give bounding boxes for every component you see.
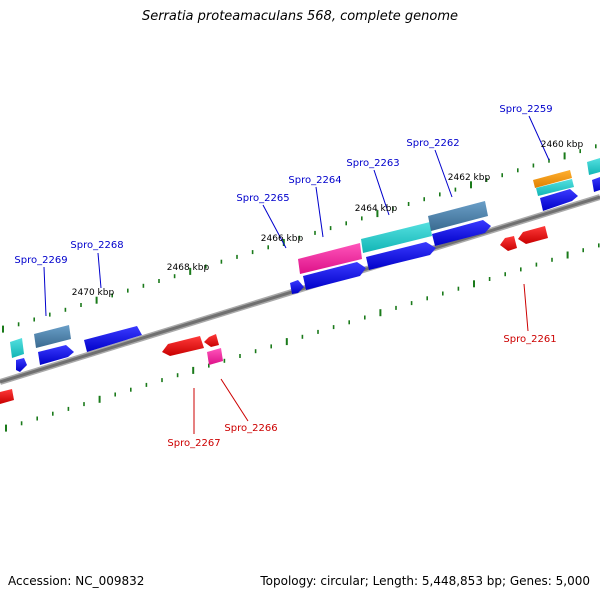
gene-feature-spro-2259[interactable]: [533, 170, 572, 188]
cds-feature[interactable]: [290, 280, 304, 294]
scale-label: 2468 kbp: [167, 263, 210, 273]
forward-leader-lines: [43, 115, 550, 317]
leader-line: [97, 252, 102, 289]
leader-line: [528, 115, 550, 161]
leader-line: [315, 186, 324, 238]
cds-feature-spro-2259[interactable]: [540, 189, 578, 211]
leader-line: [373, 169, 390, 216]
scale-label: 2460 kbp: [541, 140, 584, 150]
cds-feature-spro-2261-b[interactable]: [518, 226, 548, 244]
leader-line: [43, 266, 47, 317]
gene-label-spro-2265[interactable]: Spro_2265: [236, 193, 289, 204]
cds-feature-spro-2262[interactable]: [432, 220, 491, 246]
leader-line: [220, 378, 249, 422]
gene-label-spro-2269[interactable]: Spro_2269: [14, 255, 67, 266]
cds-feature-spro-2268[interactable]: [84, 326, 142, 352]
cds-feature[interactable]: [592, 177, 600, 192]
gene-label-spro-2264[interactable]: Spro_2264: [288, 175, 341, 186]
inner-tick-marks: [5, 243, 600, 432]
forward-strand-features: [10, 158, 600, 372]
scale-labels: 2470 kbp 2468 kbp 2466 kbp 2464 kbp 2462…: [72, 140, 584, 298]
gene-feature-spro-2259-b[interactable]: [536, 179, 574, 196]
cds-feature[interactable]: [0, 389, 14, 404]
reverse-gene-labels: Spro_2267 Spro_2266 Spro_2261: [167, 334, 556, 449]
leader-line: [262, 204, 287, 249]
cds-feature-spro-2261[interactable]: [500, 236, 517, 251]
gene-feature-spro-2266[interactable]: [207, 348, 223, 365]
gene-feature-spro-2263[interactable]: [361, 222, 432, 253]
gene-feature-spro-2269[interactable]: [34, 325, 71, 348]
cds-feature-spro-2267[interactable]: [162, 336, 204, 356]
scale-label: 2464 kbp: [355, 204, 398, 214]
genome-summary: Topology: circular; Length: 5,448,853 bp…: [260, 574, 590, 588]
gene-feature-spro-2262[interactable]: [428, 201, 488, 231]
page-title: Serratia proteamaculans 568, complete ge…: [141, 9, 459, 24]
reverse-leader-lines: [193, 283, 529, 434]
reverse-strand-features: [0, 226, 548, 404]
gene-label-spro-2268[interactable]: Spro_2268: [70, 240, 123, 251]
leader-line: [523, 283, 529, 332]
gene-label-spro-2262[interactable]: Spro_2262: [406, 138, 459, 149]
cds-feature[interactable]: [16, 358, 27, 372]
outer-tick-marks: [2, 144, 597, 333]
gene-label-spro-2259[interactable]: Spro_2259: [499, 104, 552, 115]
scale-label: 2466 kbp: [261, 234, 304, 244]
gene-feature[interactable]: [587, 158, 600, 175]
cds-feature-spro-2269[interactable]: [38, 345, 74, 365]
accession-label: Accession: NC_009832: [8, 574, 145, 588]
cds-feature-spro-2266[interactable]: [204, 334, 219, 347]
scale-label: 2470 kbp: [72, 288, 115, 298]
forward-gene-labels: Spro_2269 Spro_2268 Spro_2265 Spro_2264 …: [14, 104, 552, 266]
scale-label: 2462 kbp: [448, 173, 491, 183]
cds-feature-spro-2264[interactable]: [303, 262, 366, 290]
cds-feature[interactable]: [10, 338, 24, 358]
gene-label-spro-2261[interactable]: Spro_2261: [503, 334, 556, 345]
cds-feature-spro-2263[interactable]: [366, 242, 436, 270]
gene-label-spro-2263[interactable]: Spro_2263: [346, 158, 399, 169]
gene-label-spro-2267[interactable]: Spro_2267: [167, 438, 220, 449]
gene-label-spro-2266[interactable]: Spro_2266: [224, 423, 277, 434]
gene-feature-spro-2264[interactable]: [298, 243, 362, 274]
leader-line: [434, 149, 453, 198]
